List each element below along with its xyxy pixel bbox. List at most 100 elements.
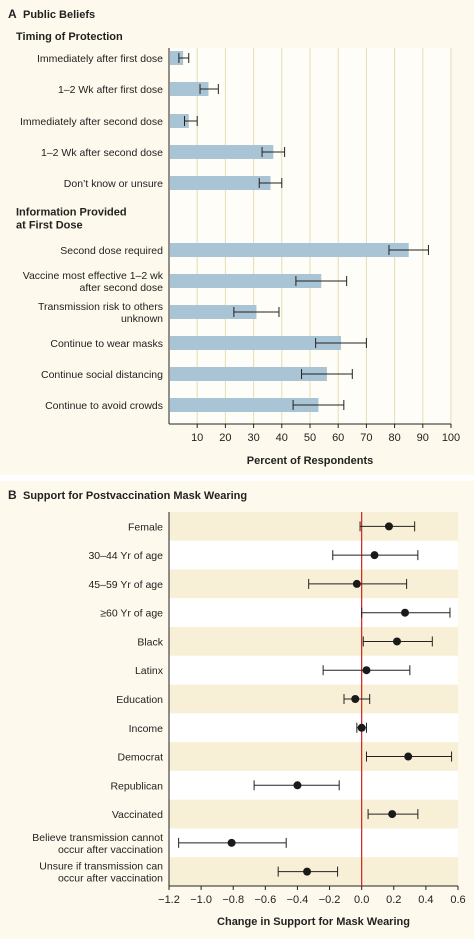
row-label: Female: [128, 521, 163, 533]
panel-a-letter: A: [8, 7, 17, 21]
bar: [170, 145, 274, 159]
x-tick-label: 10: [191, 432, 203, 444]
bar-label: Vaccine most effective 1–2 wk after secon…: [23, 270, 164, 294]
row-label: Vaccinated: [112, 809, 163, 821]
bar-row: Transmission risk to others unknown: [38, 301, 280, 325]
x-tick-label: 0.6: [450, 894, 465, 906]
bar: [170, 336, 342, 350]
bar: [170, 243, 409, 257]
point-estimate: [351, 695, 360, 703]
row-label: Latinx: [135, 665, 164, 677]
x-tick-label: 80: [388, 432, 400, 444]
bar-row: Immediately after second dose: [20, 114, 198, 128]
row-label: 45–59 Yr of age: [88, 579, 163, 591]
estimate-row: Vaccinated: [112, 809, 419, 821]
bar: [170, 51, 184, 65]
point-estimate: [362, 666, 371, 675]
group-heading: Information Provided at First Dose: [16, 207, 127, 232]
row-label: Unsure if transmission can occur after va…: [39, 861, 163, 885]
x-tick-label: −1.2: [158, 894, 180, 906]
bar-label: Continue social distancing: [41, 369, 163, 381]
bar-row: Immediately after first dose: [37, 51, 190, 65]
row-label: 30–44 Yr of age: [88, 550, 163, 562]
x-tick-label: 100: [442, 432, 460, 444]
point-estimate: [357, 723, 366, 732]
bar-label: Continue to wear masks: [50, 338, 163, 350]
x-tick-label: 70: [360, 432, 372, 444]
bar-row: 1–2 Wk after second dose: [41, 145, 286, 159]
row-label: ≥60 Yr of age: [100, 608, 163, 620]
x-axis-title: Change in Support for Mask Wearing: [217, 916, 410, 928]
bar-label: Immediately after second dose: [20, 116, 163, 128]
bar-row: Continue to wear masks: [50, 336, 367, 350]
x-tick-label: −0.6: [254, 894, 276, 906]
panel-b-letter: B: [8, 488, 17, 502]
point-estimate: [388, 810, 397, 819]
bar-row: Continue to avoid crowds: [45, 398, 345, 412]
x-axis-title: Percent of Respondents: [247, 455, 374, 467]
public-beliefs-chart: A Public Beliefs 10 20 30 40 50 60 70 80 90 100 Perc…: [8, 7, 460, 467]
panel-a: A Public Beliefs 10 20 30 40 50 60 70 80 90 100 Perc…: [0, 0, 474, 475]
x-tick-label: 50: [304, 432, 316, 444]
row-label: Republican: [110, 780, 163, 792]
bar-label: Immediately after first dose: [37, 53, 163, 65]
x-tick-label: 20: [219, 432, 231, 444]
estimate-row: Female: [128, 521, 416, 533]
x-tick-label: 90: [417, 432, 429, 444]
x-tick-label: −0.4: [287, 894, 309, 906]
x-tick-label: 30: [247, 432, 259, 444]
point-estimate: [227, 838, 236, 847]
bar-label: Transmission risk to others unknown: [38, 301, 163, 325]
x-tick-label: 60: [332, 432, 344, 444]
point-estimate: [384, 522, 393, 531]
row-label: Education: [116, 694, 163, 706]
bar: [170, 305, 257, 319]
estimate-row: Education: [116, 694, 371, 706]
row-label: Black: [137, 636, 163, 648]
row-label: Democrat: [117, 752, 163, 764]
row-stripe: [169, 655, 458, 685]
bar-row: Second dose required: [60, 243, 429, 257]
bar-row: Continue social distancing: [41, 367, 353, 381]
bar: [170, 82, 209, 96]
point-estimate: [401, 608, 410, 617]
estimate-row: Income: [129, 722, 367, 735]
x-tick-label: −0.2: [319, 894, 341, 906]
bar-label: Second dose required: [60, 245, 163, 257]
bar-row: Vaccine most effective 1–2 wk after secon…: [23, 270, 348, 294]
estimate-row: 45–59 Yr of age: [88, 578, 408, 591]
estimate-row: Unsure if transmission can occur after va…: [39, 861, 339, 885]
point-estimate: [293, 781, 302, 790]
row-label: Income: [129, 723, 164, 735]
panel-b-title: Support for Postvaccination Mask Wearing: [23, 490, 247, 502]
bar-row: Don’t know or unsure: [64, 176, 283, 190]
point-estimate: [392, 637, 401, 646]
x-tick-label: 0.2: [386, 894, 401, 906]
point-estimate: [404, 752, 413, 761]
point-estimate: [352, 579, 361, 588]
bar: [170, 176, 271, 190]
panel-b: B Support for Postvaccination Mask Wearin…: [0, 481, 474, 939]
row-stripe: [169, 713, 458, 743]
estimate-row: Democrat: [117, 751, 453, 764]
bar-label: 1–2 Wk after first dose: [58, 84, 163, 96]
estimate-row: Black: [137, 636, 433, 648]
panel-a-title: Public Beliefs: [23, 9, 95, 21]
estimate-row: Latinx: [135, 665, 411, 677]
mask-support-chart: B Support for Postvaccination Mask Wearin…: [8, 488, 466, 928]
bar-label: Continue to avoid crowds: [45, 400, 163, 412]
group-heading: Timing of Protection: [16, 31, 123, 43]
x-tick-label: −1.0: [190, 894, 212, 906]
bar: [170, 398, 319, 412]
point-estimate: [370, 551, 379, 560]
bar: [170, 274, 322, 288]
x-tick-label: 0.4: [418, 894, 433, 906]
x-tick-label: 0.0: [354, 894, 369, 906]
x-tick-label: −0.8: [222, 894, 244, 906]
row-label: Believe transmission cannot occur after v…: [32, 832, 163, 856]
estimate-row: Republican: [110, 780, 340, 792]
point-estimate: [303, 867, 312, 876]
row-stripe: [169, 684, 458, 714]
bar: [170, 367, 327, 381]
bar-label: 1–2 Wk after second dose: [41, 147, 163, 159]
